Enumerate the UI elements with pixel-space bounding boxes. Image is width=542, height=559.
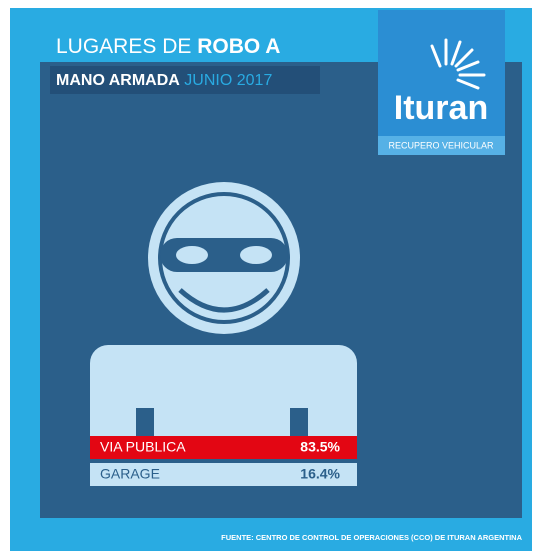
item-label: VIA PUBLICA xyxy=(100,439,186,455)
item-label: GARAGE xyxy=(100,466,160,482)
logo-brand: Ituran xyxy=(394,89,488,127)
title-band xyxy=(50,66,320,94)
source: FUENTE: CENTRO DE CONTROL DE OPERACIONES… xyxy=(221,533,522,542)
item-bar xyxy=(90,463,357,486)
logo-tagline: RECUPERO VEHICULAR xyxy=(388,140,494,150)
logo-tagline-band xyxy=(378,136,505,155)
item-bar xyxy=(90,436,357,459)
title-line2: MANO ARMADA JUNIO 2017 xyxy=(56,72,272,89)
item-value: 16.4% xyxy=(300,466,340,482)
item-value: 83.5% xyxy=(300,439,340,455)
robber-icon xyxy=(90,182,357,455)
logo-icon xyxy=(430,38,486,90)
logo-box xyxy=(378,10,505,155)
title-line1: LUGARES DE ROBO A xyxy=(56,35,280,58)
